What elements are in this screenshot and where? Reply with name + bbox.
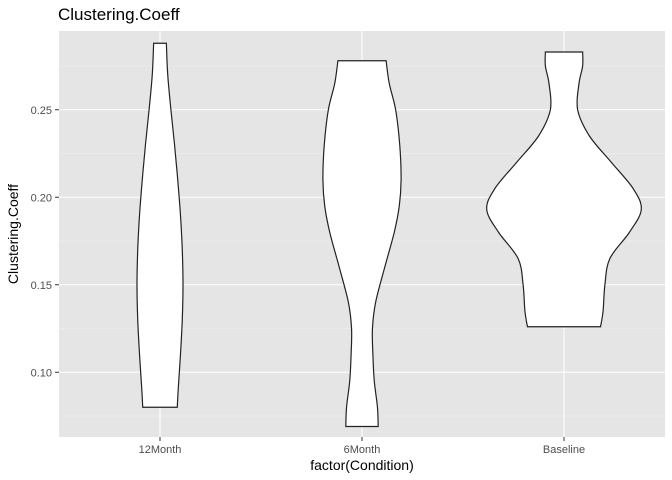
- x-axis-title: factor(Condition): [310, 457, 414, 473]
- x-tick-label: 12Month: [139, 444, 182, 456]
- y-axis: 0.10 0.15 0.20 0.25: [31, 105, 59, 379]
- x-tick-label: Baseline: [543, 444, 585, 456]
- violin-6month: [322, 60, 402, 428]
- chart-title: Clustering.Coeff: [58, 5, 180, 24]
- x-axis: 12Month 6Month Baseline: [139, 437, 585, 456]
- y-tick-label: 0.20: [31, 192, 52, 204]
- y-axis-title: Clustering.Coeff: [5, 184, 21, 284]
- x-tick-label: 6Month: [344, 444, 381, 456]
- violin-baseline: [486, 51, 642, 328]
- y-tick-label: 0.10: [31, 367, 52, 379]
- violins: [136, 42, 642, 428]
- y-tick-label: 0.15: [31, 280, 52, 292]
- violin-12month: [136, 42, 184, 408]
- y-tick-label: 0.25: [31, 105, 52, 117]
